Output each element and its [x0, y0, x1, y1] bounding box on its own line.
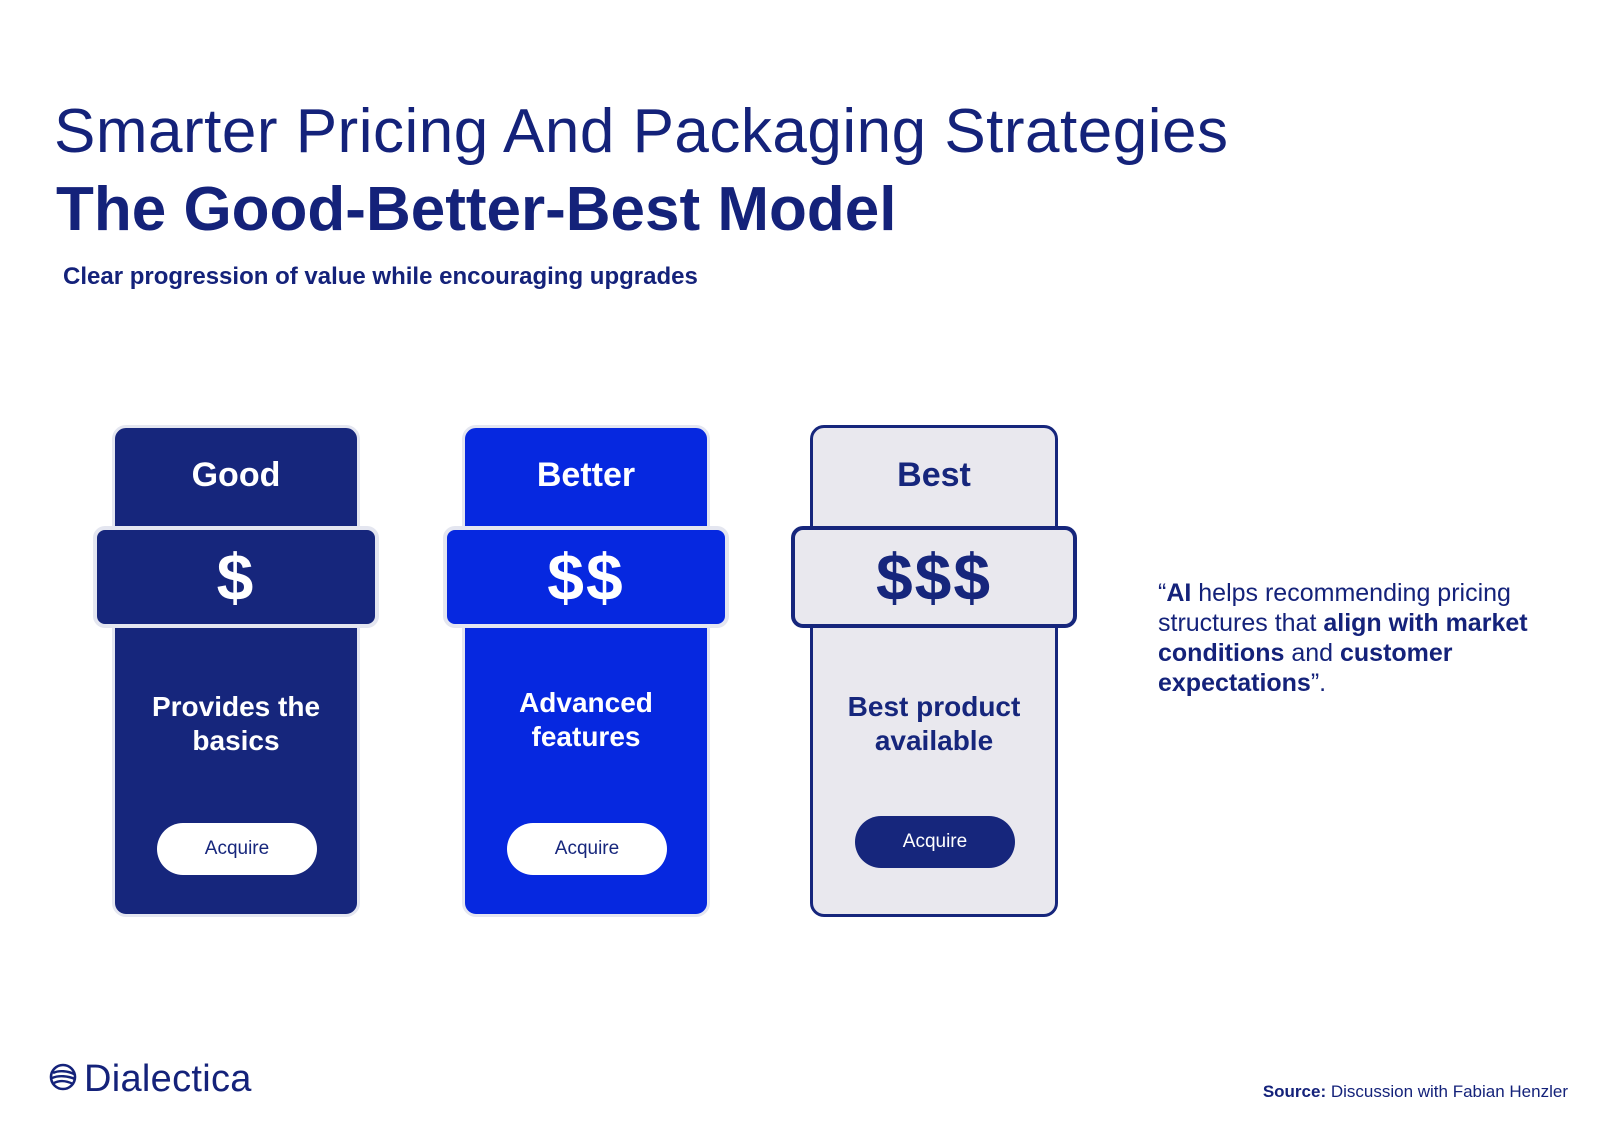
- tier-description-line: Provides the: [151, 691, 321, 722]
- source-text: Discussion with Fabian Henzler: [1326, 1082, 1568, 1101]
- tier-card-better: Better Advanced features Acquire: [462, 425, 710, 917]
- page-title: Smarter Pricing And Packaging Strategies: [54, 97, 1229, 166]
- tier-description: Best product available: [823, 690, 1045, 758]
- quote-open-mark: “: [1158, 579, 1167, 607]
- quote-bold-text: customer expectations: [1158, 639, 1453, 697]
- tier-title: Better: [536, 456, 636, 494]
- ai-quote: “AI helps recommending pricing structure…: [1158, 578, 1538, 698]
- tier-description-line: features: [531, 721, 641, 752]
- tier-description-line: Best product: [847, 691, 1021, 722]
- tier-description: Advanced features: [475, 686, 697, 754]
- tier-card-best: Best Best product available Acquire: [810, 425, 1058, 917]
- price-band-better: $$: [443, 526, 729, 628]
- tier-description: Provides the basics: [125, 690, 347, 758]
- dialectica-logo: Dialectica: [48, 1058, 252, 1101]
- tier-card-good: Good Provides the basics Acquire: [112, 425, 360, 917]
- acquire-button-good[interactable]: Acquire: [157, 823, 317, 875]
- source-note: Source: Discussion with Fabian Henzler: [1263, 1082, 1568, 1102]
- acquire-button-best[interactable]: Acquire: [855, 816, 1015, 868]
- tier-title: Good: [191, 456, 281, 494]
- quote-text: helps recommending pricing structures th…: [1158, 579, 1511, 637]
- quote-text: and: [1284, 639, 1340, 667]
- globe-icon: [48, 1062, 78, 1097]
- logo-text: Dialectica: [84, 1058, 252, 1100]
- tier-description-line: Advanced: [519, 687, 653, 718]
- tier-description-line: basics: [192, 725, 280, 756]
- model-title: The Good-Better-Best Model: [56, 175, 897, 244]
- page-subtitle: Clear progression of value while encoura…: [63, 263, 698, 290]
- source-label: Source:: [1262, 1082, 1327, 1101]
- price-band-good: $: [93, 526, 379, 628]
- tier-description-line: available: [874, 725, 994, 756]
- quote-bold-text: AI: [1166, 579, 1192, 607]
- acquire-button-better[interactable]: Acquire: [507, 823, 667, 875]
- quote-close-mark: ”.: [1310, 669, 1327, 697]
- price-band-best: $$$: [791, 526, 1077, 628]
- tier-title: Best: [897, 456, 971, 494]
- quote-bold-text: align with market conditions: [1158, 609, 1528, 667]
